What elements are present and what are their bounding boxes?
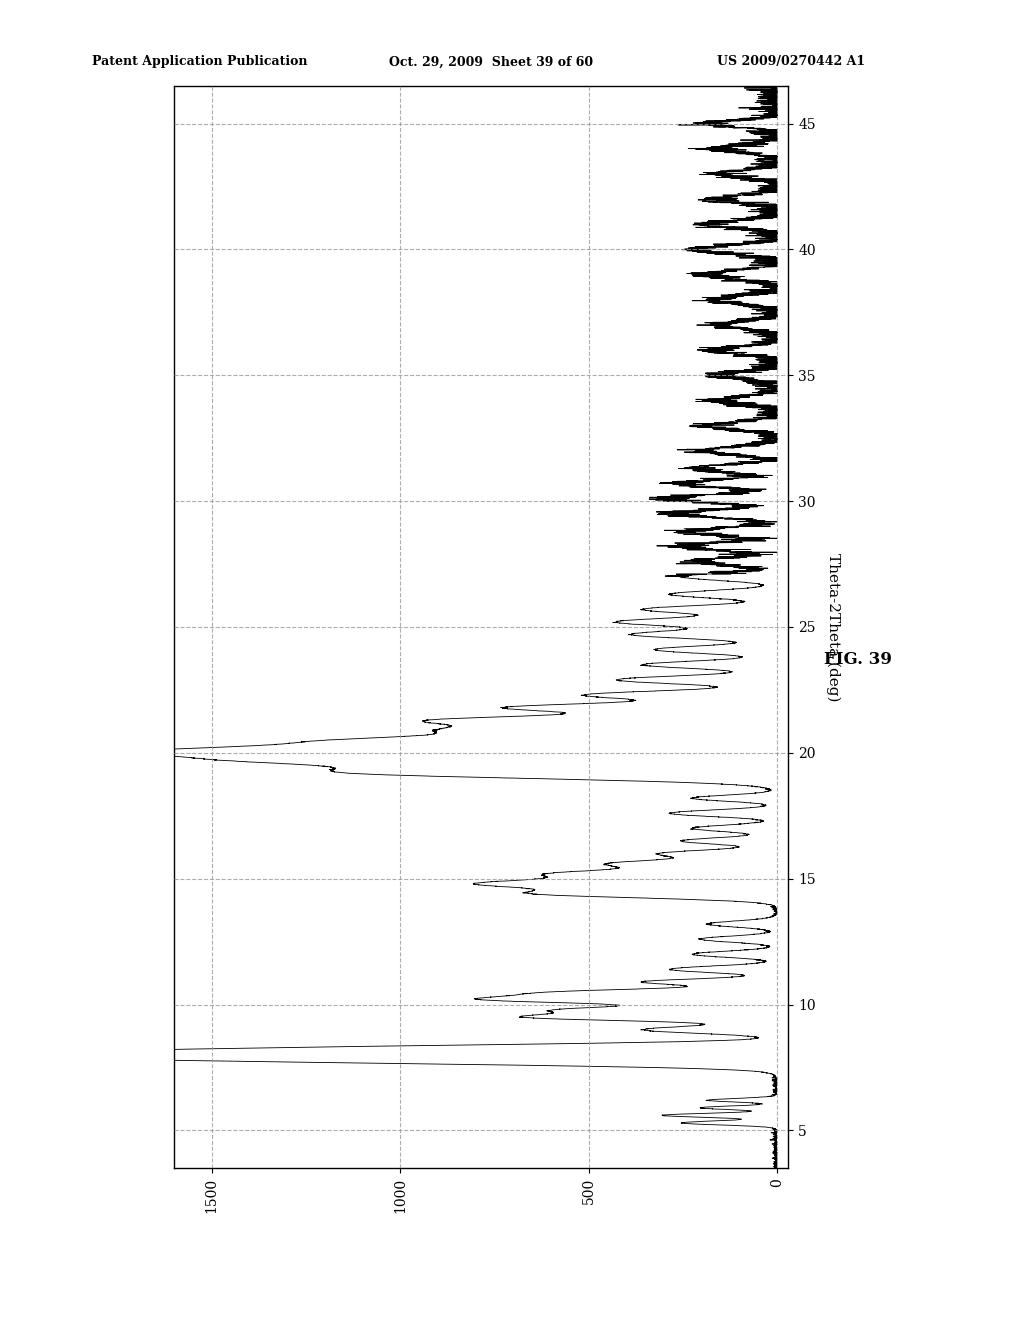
Text: Oct. 29, 2009  Sheet 39 of 60: Oct. 29, 2009 Sheet 39 of 60 (389, 55, 593, 69)
Text: FIG. 39: FIG. 39 (824, 652, 892, 668)
Text: Patent Application Publication: Patent Application Publication (92, 55, 307, 69)
Text: US 2009/0270442 A1: US 2009/0270442 A1 (717, 55, 865, 69)
Y-axis label: Theta-2Theta (deg): Theta-2Theta (deg) (826, 553, 841, 701)
